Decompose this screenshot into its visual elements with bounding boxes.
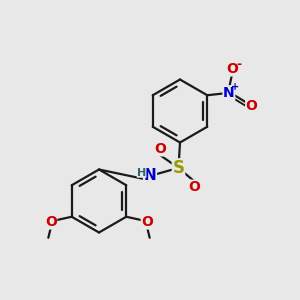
Text: O: O	[154, 142, 166, 156]
Text: O: O	[226, 62, 238, 76]
Text: +: +	[231, 82, 239, 92]
Text: -: -	[236, 58, 241, 71]
Text: O: O	[141, 215, 153, 229]
Text: O: O	[45, 215, 57, 229]
Text: N: N	[144, 168, 156, 183]
Text: O: O	[246, 99, 258, 113]
Text: S: S	[172, 159, 184, 177]
Text: H: H	[137, 167, 146, 178]
Text: N: N	[223, 86, 235, 100]
Text: O: O	[188, 180, 200, 194]
